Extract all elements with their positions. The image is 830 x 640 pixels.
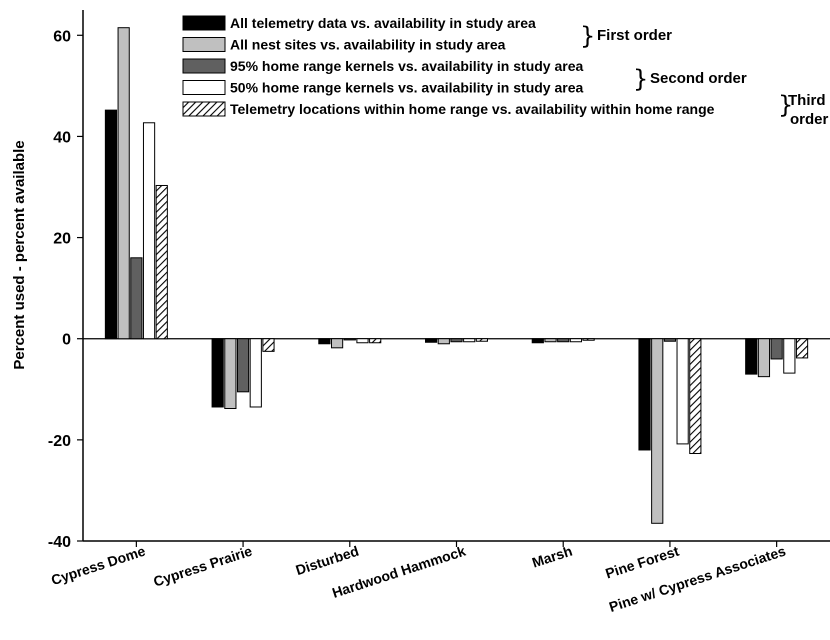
bar-cypress-dome-series-4 [155, 184, 168, 340]
legend-label-1: All nest sites vs. availability in study… [230, 37, 506, 53]
bar-cypress-dome-series-0 [104, 109, 118, 340]
y-tick-label: 0 [62, 332, 71, 349]
bar-pine-w-cypress-associates-series-2 [770, 338, 783, 360]
bar-marsh-series-1 [544, 338, 557, 343]
bar-pine-forest-series-4 [689, 338, 702, 455]
bar-hardwood-hammock-series-1 [437, 338, 450, 345]
bar-cypress-dome-series-2 [130, 257, 143, 340]
bar-hardwood-hammock-series-2 [450, 338, 463, 343]
x-tick-label: Pine w/ Cypress Associates [607, 543, 788, 615]
bar-disturbed-series-2 [343, 338, 356, 341]
bar-marsh-series-3 [569, 338, 583, 343]
bar-cypress-prairie-series-0 [211, 338, 224, 408]
y-tick-label: 40 [53, 129, 71, 146]
bar-cypress-dome-series-3 [142, 122, 156, 340]
bar-cypress-prairie-series-4 [262, 338, 275, 352]
legend: All telemetry data vs. availability in s… [182, 15, 829, 128]
bar-pine-forest-series-3 [676, 338, 689, 445]
legend-brace: } [580, 22, 595, 50]
bar-disturbed-series-4 [369, 338, 382, 344]
bar-pine-forest-series-2 [663, 338, 677, 342]
legend-brace: } [778, 91, 793, 119]
x-tick-label: Pine Forest [603, 543, 681, 582]
y-tick-label: 20 [53, 231, 71, 248]
y-axis-title: Percent used - percent available [11, 140, 28, 369]
bar-cypress-prairie-series-3 [249, 338, 262, 408]
y-tick-label: -20 [48, 433, 71, 450]
bar-pine-forest-series-0 [638, 338, 651, 451]
y-axis: -40 -20 0 20 40 60 [48, 28, 83, 551]
bar-cypress-prairie-series-2 [236, 338, 250, 393]
y-tick-label: -40 [48, 534, 71, 551]
group-label-third-order-line: order [790, 111, 829, 128]
bar-hardwood-hammock-series-3 [463, 338, 476, 343]
bar-cypress-prairie-series-1 [224, 338, 237, 410]
bar-hardwood-hammock-series-0 [425, 338, 438, 343]
bar-cypress-dome-series-1 [117, 27, 130, 340]
legend-label-3: 50% home range kernels vs. availability … [230, 80, 583, 96]
bar-pine-w-cypress-associates-series-3 [783, 338, 796, 374]
legend-swatch-0 [182, 15, 226, 31]
x-axis: Cypress Dome Cypress Prairie DisturbedHard… [49, 541, 788, 615]
bar-disturbed-series-1 [330, 338, 344, 349]
y-tick-label: 60 [53, 28, 71, 45]
bar-disturbed-series-3 [356, 338, 369, 344]
bar-hardwood-hammock-series-4 [475, 338, 488, 342]
group-label-third-order-line: Third [788, 92, 826, 109]
legend-label-4: Telemetry locations within home range vs… [230, 101, 715, 117]
bar-marsh-series-2 [557, 338, 570, 343]
legend-swatch-2 [182, 58, 226, 74]
legend-swatch-4 [182, 101, 226, 117]
legend-brace: } [633, 65, 648, 93]
x-tick-label: Cypress Prairie [151, 543, 254, 590]
legend-label-2: 95% home range kernels vs. availability … [230, 58, 583, 74]
legend-label-0: All telemetry data vs. availability in s… [230, 15, 536, 31]
x-tick-label: Disturbed [294, 543, 361, 578]
bar-marsh-series-0 [531, 338, 544, 344]
bar-marsh-series-4 [582, 338, 595, 341]
group-label-first-order: First order [597, 27, 672, 44]
x-tick-label: Marsh [530, 543, 574, 571]
group-label-second-order: Second order [650, 70, 747, 87]
legend-swatch-1 [182, 37, 226, 52]
bar-pine-w-cypress-associates-series-4 [795, 338, 809, 359]
bars [104, 27, 809, 524]
bar-pine-w-cypress-associates-series-0 [745, 338, 758, 375]
bar-pine-w-cypress-associates-series-1 [757, 338, 771, 378]
bar-disturbed-series-0 [318, 338, 331, 345]
legend-swatch-3 [182, 80, 226, 95]
bar-pine-forest-series-1 [651, 338, 664, 524]
